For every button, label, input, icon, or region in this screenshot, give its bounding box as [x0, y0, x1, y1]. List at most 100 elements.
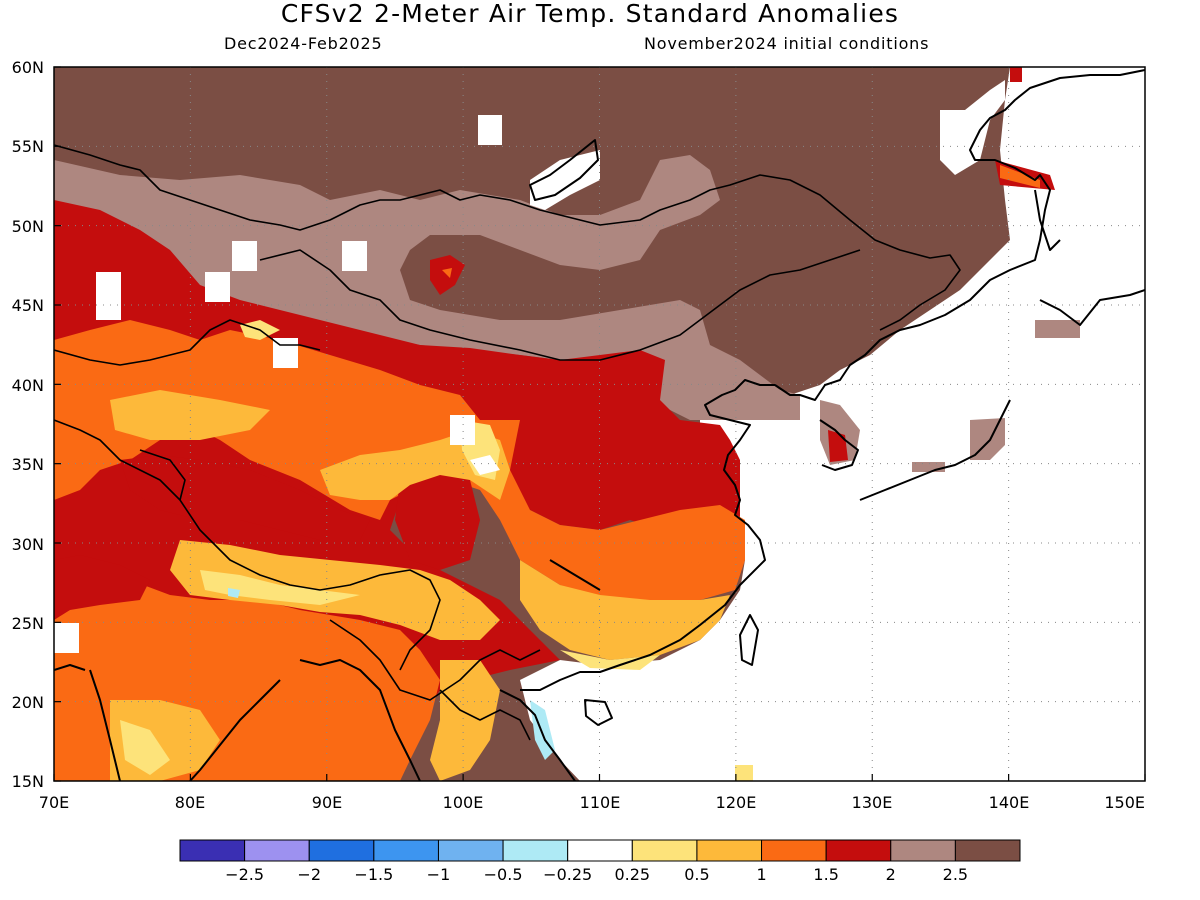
anomaly-fill-layer: [54, 67, 1145, 781]
colorbar-swatch: [631, 839, 698, 862]
graticule: [53, 66, 1146, 782]
lat-tick-label: 60N: [12, 58, 44, 77]
colorbar-swatch: [567, 839, 633, 862]
lat-tick-label: 15N: [12, 772, 44, 791]
river-line: [549, 559, 601, 591]
bay-of-bengal-coastline: [299, 659, 421, 781]
colorbar-label: −1.5: [354, 865, 393, 884]
colorbar-swatch: [373, 839, 439, 862]
arabian-coastline: [54, 664, 86, 671]
lon-tick-label: 70E: [39, 793, 69, 812]
sakhalin-coastline: [1034, 189, 1061, 251]
lon-tick-label: 130E: [852, 793, 893, 812]
anomaly-region-neutral: [470, 455, 500, 475]
forecast-period: Dec2024-Feb2025: [224, 34, 383, 53]
country-borders: [54, 144, 961, 741]
colorbar-swatch: [696, 839, 763, 862]
lon-tick-label: 110E: [580, 793, 621, 812]
anomaly-region-lightcyan: [228, 588, 240, 598]
lon-tick-label: 150E: [1104, 793, 1145, 812]
anomaly-region-darkred: [395, 470, 480, 570]
colorbar-swatch: [308, 839, 375, 862]
mainland-coastline: [520, 69, 1145, 691]
anomaly-region-lightorange: [170, 540, 500, 640]
anomaly-region-orange: [442, 268, 452, 278]
vietnam-coastline: [499, 689, 576, 781]
colorbar-swatch: [179, 839, 246, 862]
anomaly-region-lightorange: [520, 560, 730, 660]
central-asia-border: [54, 319, 321, 366]
colorbar-swatch: [244, 839, 310, 862]
himalaya-border: [54, 419, 441, 671]
colorbar-label: −2: [297, 865, 321, 884]
lon-tick-label: 100E: [443, 793, 484, 812]
japan-coastline: [859, 399, 1011, 501]
lake-baikal-outline: [529, 139, 599, 201]
lat-tick-label: 50N: [12, 217, 44, 236]
taiwan-coastline: [739, 614, 759, 666]
lat-tick-label: 35N: [12, 455, 44, 474]
colorbar-label: 0.25: [614, 865, 650, 884]
colorbar-swatch: [954, 839, 1021, 862]
colorbar-label: −0.5: [484, 865, 523, 884]
latitude-axis: 15N 20N 25N 30N 35N 40N 45N 50N 55N 60N: [12, 58, 44, 791]
masked-cell: [54, 623, 79, 653]
colorbar-swatch: [502, 839, 569, 862]
masked-cell: [450, 415, 475, 445]
kuril-coastline: [1039, 289, 1145, 326]
anomaly-region-lightbrown: [1035, 320, 1080, 338]
longitude-axis: 70E 80E 90E 100E 110E 120E 130E 140E 150…: [39, 793, 1145, 812]
chart-title: CFSv2 2-Meter Air Temp. Standard Anomali…: [280, 0, 900, 28]
masked-cell: [342, 241, 367, 271]
anomaly-region-yellow: [560, 650, 660, 670]
colorbar: −2.5 −2 −1.5 −1 −0.5 −0.25 0.25 0.5 1 1.5 2 2.5: [179, 839, 1021, 884]
colorbar-swatch: [890, 839, 956, 862]
anomaly-region-orange: [1000, 165, 1040, 188]
india-west-coastline: [89, 669, 121, 781]
myanmar-border: [329, 619, 541, 701]
lon-tick-label: 90E: [312, 793, 342, 812]
anomaly-region-lightorange: [430, 660, 500, 781]
anomaly-region-darkred: [1010, 67, 1022, 82]
indochina-border: [439, 689, 531, 741]
colorbar-label: 0.5: [684, 865, 709, 884]
plot-frame: [53, 66, 1146, 782]
anomaly-region-lightorange: [110, 390, 270, 440]
lat-tick-label: 25N: [12, 614, 44, 633]
lat-tick-label: 55N: [12, 137, 44, 156]
masked-cell: [232, 241, 257, 271]
colorbar-label: 1.5: [813, 865, 838, 884]
lon-tick-label: 80E: [175, 793, 205, 812]
lat-tick-label: 45N: [12, 296, 44, 315]
anomaly-region-darkred: [54, 555, 150, 620]
colorbar-swatch: [437, 839, 504, 862]
masked-cell: [478, 115, 502, 145]
anomaly-region-yellow: [200, 570, 360, 605]
lon-tick-label: 120E: [716, 793, 757, 812]
colorbar-label: 2: [886, 865, 896, 884]
russia-border: [54, 144, 961, 331]
lat-tick-label: 20N: [12, 693, 44, 712]
lat-tick-label: 30N: [12, 535, 44, 554]
kashmir-border: [139, 449, 186, 501]
colorbar-label: 2.5: [943, 865, 968, 884]
masked-cell: [205, 272, 230, 302]
colorbar-swatch: [825, 839, 892, 862]
mongolia-border: [259, 249, 861, 361]
hainan-coastline: [584, 699, 613, 726]
lat-tick-label: 40N: [12, 376, 44, 395]
anomaly-region-yellow: [120, 720, 170, 775]
korea-coastline: [819, 419, 859, 471]
colorbar-swatch: [761, 839, 827, 862]
initial-conditions: November2024 initial conditions: [644, 34, 930, 53]
masked-cell: [96, 272, 121, 320]
lon-tick-label: 140E: [989, 793, 1030, 812]
anomaly-region-lightbrown: [912, 462, 945, 472]
coastlines: [54, 69, 1145, 781]
india-east-coastline: [189, 679, 281, 781]
colorbar-label: 1: [756, 865, 766, 884]
colorbar-label: −0.25: [543, 865, 592, 884]
anomaly-region-yellow: [735, 765, 753, 781]
colorbar-label: −1: [427, 865, 451, 884]
